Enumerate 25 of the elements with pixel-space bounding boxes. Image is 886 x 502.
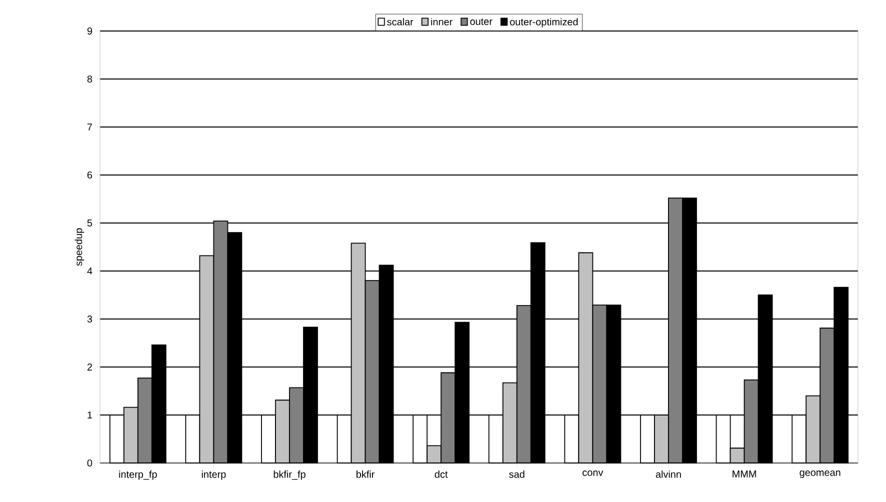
y-tick-label: 4 (87, 268, 92, 274)
y-tick-label: 1 (88, 412, 92, 418)
x-tick-label: bkfir_fp (274, 470, 306, 480)
y-tick-label: 8 (87, 75, 92, 83)
legend-label: outer (470, 18, 492, 26)
x-tick-label: bkfir (356, 470, 375, 478)
y-tick-label: 5 (87, 220, 92, 226)
y-tick-label: 7 (87, 124, 92, 130)
x-tick-label: dct (434, 470, 448, 478)
x-tick-label: alvinn (656, 470, 681, 478)
x-tick-label: interp (202, 470, 226, 480)
y-tick-label: 9 (87, 27, 92, 35)
x-tick-label: geomean (800, 470, 840, 478)
y-tick-label: 6 (87, 171, 92, 179)
y-tick-label: 2 (87, 364, 92, 370)
x-tick-label: MMM (732, 470, 756, 478)
x-tick-label: sad (509, 470, 524, 478)
x-tick-label: conv (582, 470, 604, 476)
x-tick-label: interp_fp (119, 470, 157, 480)
legend-label: outer-optimized (510, 18, 578, 28)
y-tick-label: 3 (87, 315, 92, 323)
y-axis-title: speedup (74, 228, 84, 266)
y-tick-label: 0 (87, 459, 92, 467)
legend-label: scalar (387, 18, 414, 26)
legend-label: inner (431, 18, 453, 26)
